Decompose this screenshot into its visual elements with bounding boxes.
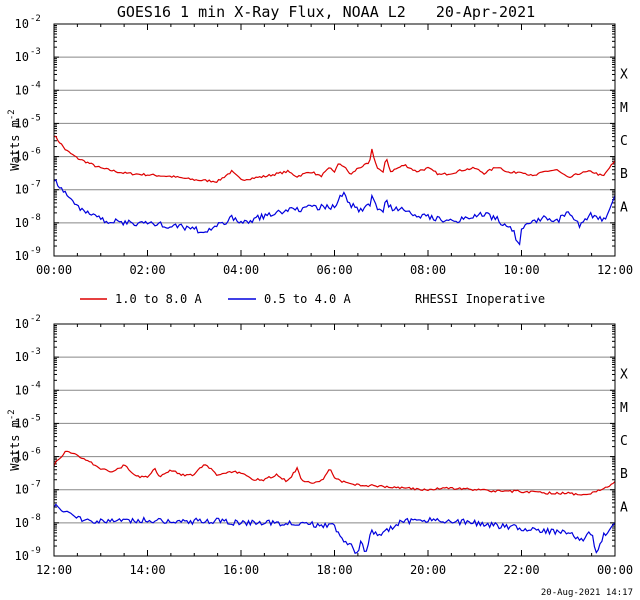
x-tick-label: 16:00 <box>223 563 259 577</box>
series-line-long <box>53 450 616 496</box>
x-tick-label: 06:00 <box>316 263 352 277</box>
x-tick-label: 14:00 <box>129 563 165 577</box>
y-tick-exponent: -5 <box>30 113 41 123</box>
legend-label-short: 0.5 to 4.0 A <box>264 292 351 306</box>
flare-class-label: C <box>620 134 628 149</box>
y-tick-label: 10 <box>15 549 29 563</box>
y-axis-label-text: Watts m <box>8 420 22 471</box>
y-axis-label-exponent: -2 <box>7 409 17 420</box>
y-tick-label: 10 <box>15 483 29 497</box>
footer-timestamp: 20-Aug-2021 14:17 <box>541 588 633 598</box>
x-tick-label: 20:00 <box>410 563 446 577</box>
x-tick-label: 04:00 <box>223 263 259 277</box>
flare-class-label: B <box>620 167 628 182</box>
title-text: GOES16 1 min X-Ray Flux, NOAA L2 <box>117 3 406 21</box>
flare-class-label: M <box>620 401 628 416</box>
y-tick-label: 10 <box>15 17 29 31</box>
flare-class-label: A <box>620 200 628 215</box>
flare-class-label: B <box>620 467 628 482</box>
x-tick-label: 18:00 <box>316 563 352 577</box>
y-tick-label: 10 <box>15 249 29 263</box>
y-tick-label: 10 <box>15 183 29 197</box>
x-tick-label: 10:00 <box>503 263 539 277</box>
x-tick-label: 12:00 <box>597 263 633 277</box>
flare-class-label: C <box>620 434 628 449</box>
y-tick-label: 10 <box>15 450 29 464</box>
y-tick-exponent: -8 <box>30 213 41 223</box>
plot-frame <box>53 323 616 557</box>
y-tick-exponent: -8 <box>30 513 41 523</box>
flare-class-label: X <box>620 368 628 383</box>
y-tick-exponent: -7 <box>30 480 41 490</box>
x-tick-label: 12:00 <box>36 563 72 577</box>
y-tick-label: 10 <box>15 150 29 164</box>
y-tick-label: 10 <box>15 83 29 97</box>
y-tick-exponent: -2 <box>30 314 41 324</box>
y-axis-label: Watts m-2 <box>7 109 22 170</box>
x-tick-label: 22:00 <box>503 563 539 577</box>
title-date: 20-Apr-2021 <box>436 3 535 21</box>
y-tick-label: 10 <box>15 50 29 64</box>
y-axis-label-exponent: -2 <box>7 109 17 120</box>
x-tick-label: 00:00 <box>597 563 633 577</box>
legend-note: RHESSI Inoperative <box>415 292 545 306</box>
series-line-short <box>53 179 616 246</box>
y-tick-label: 10 <box>15 416 29 430</box>
y-axis-label-text: Watts m <box>8 120 22 171</box>
flare-class-label: X <box>620 68 628 83</box>
y-tick-exponent: -6 <box>30 147 41 157</box>
y-tick-exponent: -4 <box>30 380 41 390</box>
y-tick-exponent: -5 <box>30 413 41 423</box>
plot-frame <box>53 23 616 257</box>
y-tick-label: 10 <box>15 350 29 364</box>
y-tick-exponent: -3 <box>30 47 41 57</box>
legend-label-long: 1.0 to 8.0 A <box>115 292 202 306</box>
y-tick-exponent: -3 <box>30 347 41 357</box>
x-tick-label: 02:00 <box>129 263 165 277</box>
flare-class-label: M <box>620 101 628 116</box>
series-line-short <box>53 503 616 554</box>
y-tick-exponent: -6 <box>30 447 41 457</box>
y-tick-exponent: -9 <box>30 546 41 556</box>
y-tick-label: 10 <box>15 116 29 130</box>
y-tick-exponent: -9 <box>30 246 41 256</box>
y-tick-exponent: -4 <box>30 80 41 90</box>
y-tick-exponent: -2 <box>30 14 41 24</box>
y-tick-label: 10 <box>15 317 29 331</box>
y-axis-label: Watts m-2 <box>7 409 22 470</box>
y-tick-label: 10 <box>15 383 29 397</box>
y-tick-exponent: -7 <box>30 180 41 190</box>
x-tick-label: 00:00 <box>36 263 72 277</box>
x-tick-label: 08:00 <box>410 263 446 277</box>
flare-class-label: A <box>620 500 628 515</box>
y-tick-label: 10 <box>15 516 29 530</box>
series-line-long <box>53 135 616 183</box>
y-tick-label: 10 <box>15 216 29 230</box>
legend: 1.0 to 8.0 A 0.5 to 4.0 A RHESSI Inoperati… <box>80 292 545 306</box>
chart-title: GOES16 1 min X-Ray Flux, NOAA L2 20-Apr-2… <box>117 3 535 21</box>
